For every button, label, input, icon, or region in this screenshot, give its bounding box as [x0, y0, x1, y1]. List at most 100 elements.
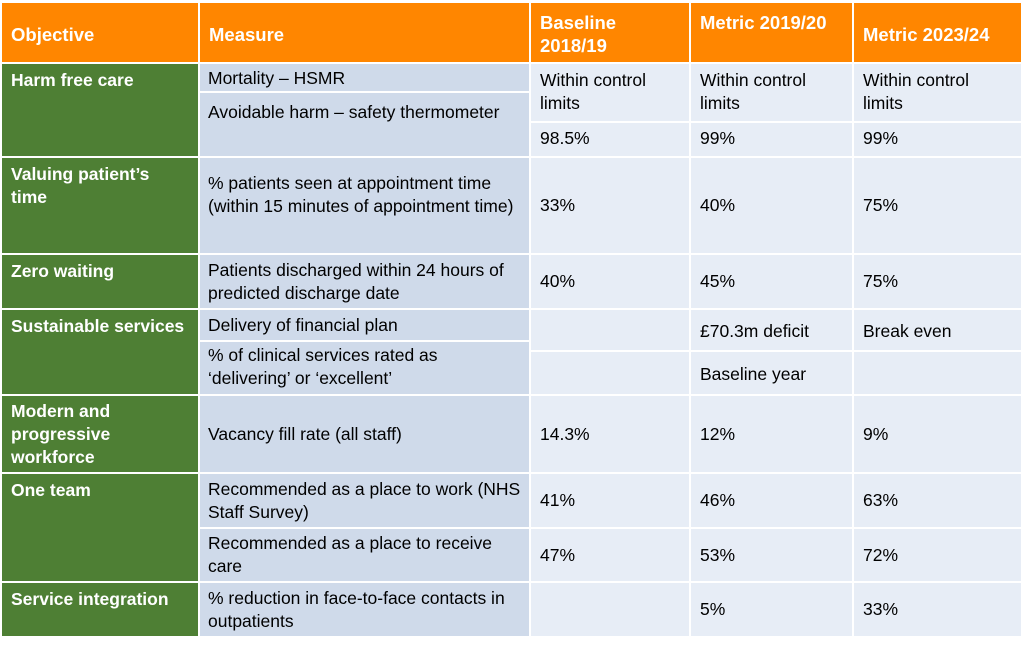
objective-workforce: Modern and progressive workforce: [2, 396, 198, 472]
baseline-zero-waiting: 40%: [531, 255, 689, 308]
metric-2324-workforce: 9%: [854, 396, 1021, 472]
objective-sustainable-services-label: Sustainable services: [11, 316, 185, 336]
objective-zero-waiting-label: Zero waiting: [11, 261, 115, 281]
metric-2324-workforce-value: 9%: [863, 423, 889, 444]
metric-1920-sustainable-2-value: Baseline year: [700, 364, 807, 384]
metric-2324-sustainable-2: [854, 352, 1021, 394]
header-measure-label: Measure: [209, 24, 285, 45]
measure-place-to-receive-care: Recommended as a place to receive care: [200, 529, 529, 581]
baseline-workforce-value: 14.3%: [540, 423, 590, 444]
objective-harm-free-care-label: Harm free care: [11, 70, 134, 90]
measure-avoidable-harm: Avoidable harm – safety thermometer: [200, 93, 529, 156]
header-baseline-label: Baseline 2018/19: [540, 12, 617, 56]
objective-service-integration: Service integration: [2, 583, 198, 636]
measure-place-to-work: Recommended as a place to work (NHS Staf…: [200, 474, 529, 527]
metric-1920-sustainable-2: Baseline year: [691, 352, 852, 394]
metric-2324-valuing-time-value: 75%: [863, 195, 899, 215]
metric-1920-valuing-time: 40%: [691, 158, 852, 253]
measure-appointment-time-label: % patients seen at appointment time (wit…: [208, 173, 514, 216]
metric-2324-harm-free-2-value: 99%: [863, 128, 899, 148]
objective-valuing-time: Valuing patient’s time: [2, 158, 198, 253]
baseline-sustainable-2: [531, 352, 689, 394]
metric-2324-integration: 33%: [854, 583, 1021, 636]
metric-2324-one-team-1-value: 63%: [863, 490, 899, 510]
header-objective-label: Objective: [11, 24, 95, 45]
metric-1920-one-team-2: 53%: [691, 529, 852, 581]
measure-discharge: Patients discharged within 24 hours of p…: [200, 255, 529, 308]
metric-2324-zero-waiting-value: 75%: [863, 271, 899, 291]
objective-one-team-label: One team: [11, 480, 91, 500]
metric-1920-sustainable-1: £70.3m deficit: [691, 310, 852, 350]
metric-1920-sustainable-1-value: £70.3m deficit: [700, 321, 809, 341]
objective-zero-waiting: Zero waiting: [2, 255, 198, 308]
baseline-harm-free-1: Within control limits: [531, 64, 689, 121]
objective-harm-free-care: Harm free care: [2, 64, 198, 156]
baseline-integration: [531, 583, 689, 636]
metric-2324-one-team-2-value: 72%: [863, 545, 899, 565]
baseline-one-team-1-value: 41%: [540, 490, 576, 510]
metric-1920-harm-free-1: Within control limits: [691, 64, 852, 121]
baseline-workforce: 14.3%: [531, 396, 689, 472]
measure-discharge-label: Patients discharged within 24 hours of p…: [208, 260, 504, 303]
measure-place-to-work-label: Recommended as a place to work (NHS Staf…: [208, 479, 521, 522]
baseline-sustainable-1: [531, 310, 689, 350]
measure-avoidable-harm-label: Avoidable harm – safety thermometer: [208, 102, 500, 122]
measure-clinical-services-rated-label: % of clinical services rated as ‘deliver…: [208, 345, 438, 388]
header-objective: Objective: [2, 3, 198, 62]
metric-1920-workforce-value: 12%: [700, 423, 736, 444]
metric-1920-one-team-2-value: 53%: [700, 545, 736, 565]
metric-1920-one-team-1-value: 46%: [700, 490, 736, 510]
metric-2324-one-team-2: 72%: [854, 529, 1021, 581]
measure-vacancy-fill: Vacancy fill rate (all staff): [200, 396, 529, 472]
metric-2324-harm-free-1-value: Within control limits: [863, 70, 970, 113]
baseline-one-team-2: 47%: [531, 529, 689, 581]
metric-1920-workforce: 12%: [691, 396, 852, 472]
measure-place-to-receive-care-label: Recommended as a place to receive care: [208, 533, 493, 576]
baseline-harm-free-2-value: 98.5%: [540, 128, 590, 148]
metric-2324-harm-free-2: 99%: [854, 123, 1021, 156]
baseline-valuing-time: 33%: [531, 158, 689, 253]
metric-2324-zero-waiting: 75%: [854, 255, 1021, 308]
metric-1920-harm-free-2: 99%: [691, 123, 852, 156]
measure-face-to-face-reduction: % reduction in face-to-face contacts in …: [200, 583, 529, 636]
objective-workforce-label: Modern and progressive workforce: [11, 401, 111, 467]
metric-2324-one-team-1: 63%: [854, 474, 1021, 527]
header-baseline: Baseline 2018/19: [531, 3, 689, 62]
metric-1920-integration-value: 5%: [700, 599, 726, 619]
measure-mortality-hsmr: Mortality – HSMR: [200, 64, 529, 91]
measure-financial-plan: Delivery of financial plan: [200, 310, 529, 340]
header-metric-2023-24-label: Metric 2023/24: [863, 24, 990, 45]
header-metric-2019-20-label: Metric 2019/20: [700, 12, 827, 33]
metric-2324-sustainable-1: Break even: [854, 310, 1021, 350]
metric-2324-harm-free-1: Within control limits: [854, 64, 1021, 121]
header-measure: Measure: [200, 3, 529, 62]
header-metric-2019-20: Metric 2019/20: [691, 3, 852, 62]
metric-2324-valuing-time: 75%: [854, 158, 1021, 253]
metric-1920-harm-free-2-value: 99%: [700, 128, 736, 148]
measure-clinical-services-rated: % of clinical services rated as ‘deliver…: [200, 342, 529, 394]
measure-mortality-hsmr-label: Mortality – HSMR: [208, 68, 346, 88]
baseline-valuing-time-value: 33%: [540, 195, 576, 215]
metric-1920-zero-waiting: 45%: [691, 255, 852, 308]
objective-valuing-time-label: Valuing patient’s time: [11, 164, 150, 207]
objective-sustainable-services: Sustainable services: [2, 310, 198, 394]
metric-1920-one-team-1: 46%: [691, 474, 852, 527]
baseline-one-team-2-value: 47%: [540, 545, 576, 565]
objective-one-team: One team: [2, 474, 198, 581]
measure-vacancy-fill-label: Vacancy fill rate (all staff): [208, 423, 402, 444]
metric-1920-integration: 5%: [691, 583, 852, 636]
measure-financial-plan-label: Delivery of financial plan: [208, 315, 398, 335]
metric-2324-sustainable-1-value: Break even: [863, 321, 952, 341]
baseline-zero-waiting-value: 40%: [540, 271, 576, 291]
objective-service-integration-label: Service integration: [11, 589, 169, 609]
metric-2324-integration-value: 33%: [863, 599, 899, 619]
metric-1920-zero-waiting-value: 45%: [700, 271, 736, 291]
measure-face-to-face-reduction-label: % reduction in face-to-face contacts in …: [208, 588, 505, 631]
metric-1920-valuing-time-value: 40%: [700, 195, 736, 215]
measure-appointment-time: % patients seen at appointment time (wit…: [200, 158, 529, 253]
header-metric-2023-24: Metric 2023/24: [854, 3, 1021, 62]
baseline-one-team-1: 41%: [531, 474, 689, 527]
metric-1920-harm-free-1-value: Within control limits: [700, 70, 807, 113]
baseline-harm-free-1-value: Within control limits: [540, 70, 647, 113]
baseline-harm-free-2: 98.5%: [531, 123, 689, 156]
